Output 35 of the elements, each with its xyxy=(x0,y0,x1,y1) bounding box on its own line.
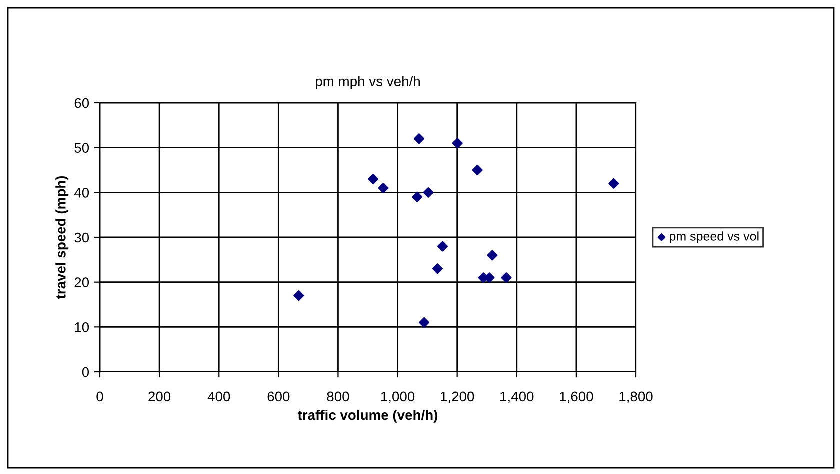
y-tick-label: 40 xyxy=(74,188,90,198)
point xyxy=(452,138,463,149)
x-tick-label: 800 xyxy=(327,392,350,402)
point xyxy=(472,164,483,176)
legend-label: pm speed vs vol xyxy=(670,232,759,244)
y-tick-label: 20 xyxy=(74,278,90,288)
x-tick-label: 400 xyxy=(208,392,230,402)
x-tick-label: 1,800 xyxy=(620,392,653,404)
y-tick-label: 50 xyxy=(74,143,90,154)
x-axis-title: traffic volume (veh/h) xyxy=(298,410,438,423)
point xyxy=(437,241,448,252)
point xyxy=(294,290,304,302)
point xyxy=(412,192,423,202)
y-tick-label: 10 xyxy=(75,322,90,332)
point xyxy=(418,317,430,328)
x-tick-label: 200 xyxy=(148,392,171,402)
point xyxy=(432,264,443,274)
x-tick-label: 0 xyxy=(96,392,104,402)
x-tick-label: 1,600 xyxy=(560,392,594,404)
point xyxy=(608,178,620,189)
x-tick-label: 1,400 xyxy=(500,392,534,404)
chart-title: pm mph vs veh/h xyxy=(316,76,420,90)
y-axis-title: travel speed (mph) xyxy=(56,176,69,300)
y-tick-label: 30 xyxy=(74,232,90,243)
point xyxy=(378,182,389,194)
point xyxy=(414,134,425,144)
y-tick-label: 60 xyxy=(74,98,90,108)
point xyxy=(368,174,379,185)
y-tick-label: 0 xyxy=(82,367,90,378)
x-tick-label: 1,000 xyxy=(381,392,415,404)
point xyxy=(423,187,434,198)
point xyxy=(501,272,512,284)
x-tick-label: 600 xyxy=(268,392,290,402)
x-tick-label: 1,200 xyxy=(441,392,474,404)
point xyxy=(487,250,498,261)
